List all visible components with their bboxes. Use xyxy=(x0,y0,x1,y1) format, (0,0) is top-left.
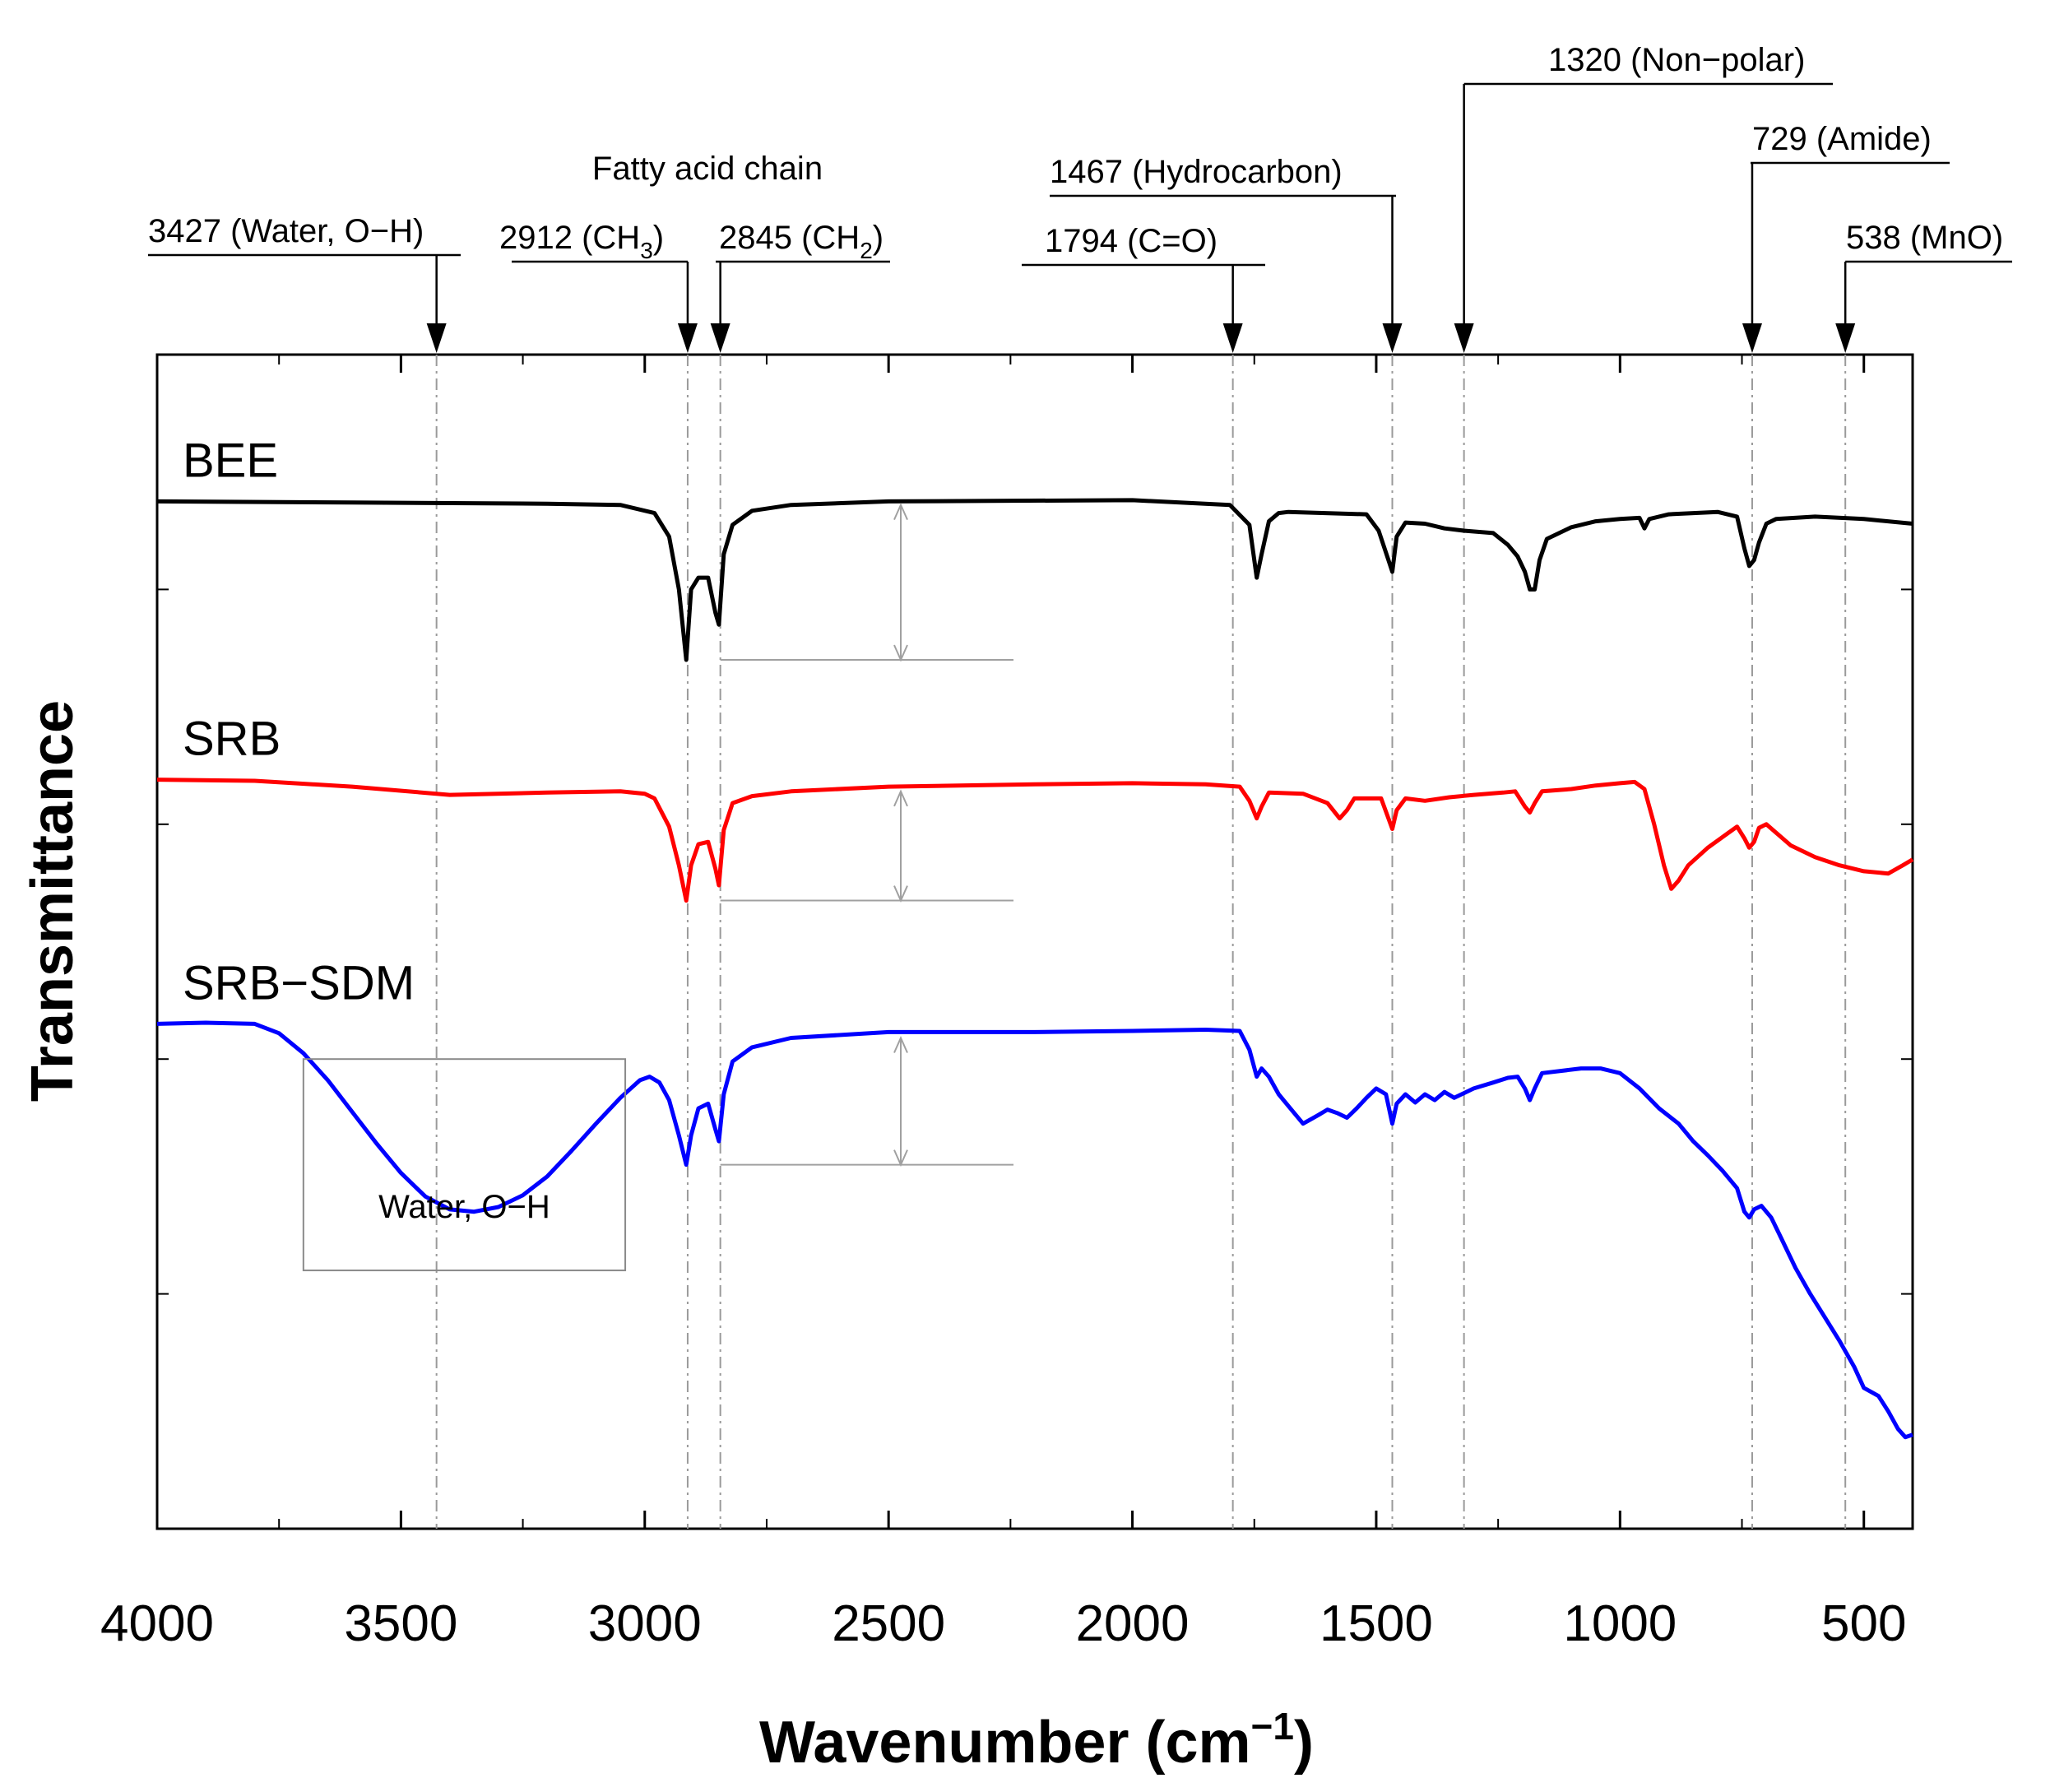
annotation-label: 3427 (Water, O−H) xyxy=(148,213,424,249)
annotation-arrowhead xyxy=(1835,323,1856,353)
y-axis-label: Transmittance xyxy=(20,700,86,1102)
series-label: SRB xyxy=(183,713,281,766)
annotation-arrowhead xyxy=(710,323,730,353)
water-oh-box xyxy=(302,1058,627,1272)
annotation-text: 1794 (C=O) xyxy=(1045,223,1217,259)
x-tick-label: 500 xyxy=(1821,1595,1906,1652)
annotation-text: 538 (MnO) xyxy=(1846,220,2003,256)
series-line-srb xyxy=(156,778,1914,903)
annotation-text: 1320 (Non−polar) xyxy=(1548,42,1805,78)
plot-frame xyxy=(155,353,1914,1530)
annotation-text: 2845 (CH xyxy=(719,220,860,256)
x-axis-ticks: 4000 3500 3000 2500 2000 1500 1000 500 xyxy=(100,355,1906,1652)
annotation-subscript: 2 xyxy=(860,238,873,263)
x-axis-label-close: ) xyxy=(1294,1710,1314,1776)
annotation-subscript: 3 xyxy=(640,238,653,263)
x-tick-label: 4000 xyxy=(100,1595,214,1652)
x-tick-label: 1000 xyxy=(1563,1595,1677,1652)
series-layer: BEE SRB SRB−SDM xyxy=(156,434,1914,1440)
annotation-label: 2912 (CH3) xyxy=(499,220,664,263)
guide-lines xyxy=(435,355,1847,1529)
annotation-text: 1467 (Hydrocarbon) xyxy=(1050,154,1343,190)
annotation-arrowhead xyxy=(1454,323,1474,353)
x-tick-label: 3000 xyxy=(588,1595,702,1652)
series-label: BEE xyxy=(183,434,278,487)
annotation-arrowhead xyxy=(1222,323,1243,353)
annotation-label: 729 (Amide) xyxy=(1752,121,1932,157)
annotation-close: ) xyxy=(873,220,884,256)
x-tick-label: 2500 xyxy=(832,1595,945,1652)
x-tick-label: 2000 xyxy=(1076,1595,1190,1652)
annotation-text: 729 (Amide) xyxy=(1752,121,1932,157)
arrow-head-top xyxy=(893,1036,908,1053)
annotation-label: 1320 (Non−polar) xyxy=(1548,42,1805,78)
x-tick-label: 1500 xyxy=(1320,1595,1433,1652)
annotation-label: 2845 (CH2) xyxy=(719,220,884,263)
annotation-label: 1794 (C=O) xyxy=(1045,223,1217,259)
annotation-arrowhead xyxy=(426,323,447,353)
arrow-head-top xyxy=(893,789,908,807)
x-axis-label-sup: −1 xyxy=(1251,1705,1294,1748)
annotation-close: ) xyxy=(653,220,664,256)
annotation-text: 3427 (Water, O−H) xyxy=(148,213,424,249)
arrow-head-top xyxy=(893,503,908,521)
annotation-text: 2912 (CH xyxy=(499,220,640,256)
fatty-acid-chain-label: Fatty acid chain xyxy=(592,151,823,187)
annotation-label: 538 (MnO) xyxy=(1846,220,2003,256)
annotation-label: 1467 (Hydrocarbon) xyxy=(1050,154,1343,190)
series-line-srb−sdm xyxy=(156,1020,1913,1440)
annotation-arrowhead xyxy=(1742,323,1762,353)
series-line-bee xyxy=(156,498,1913,662)
series-label: SRB−SDM xyxy=(183,956,415,1010)
x-axis-label: Wavenumber (cm−1) xyxy=(759,1705,1314,1776)
plot-border xyxy=(155,353,1914,1530)
x-tick-label: 3500 xyxy=(344,1595,457,1652)
x-axis-label-main: Wavenumber (cm xyxy=(759,1710,1250,1776)
water-oh-box-label: Water, O−H xyxy=(378,1189,550,1225)
annotation-arrowhead xyxy=(677,323,698,353)
annotation-arrowhead xyxy=(1382,323,1403,353)
